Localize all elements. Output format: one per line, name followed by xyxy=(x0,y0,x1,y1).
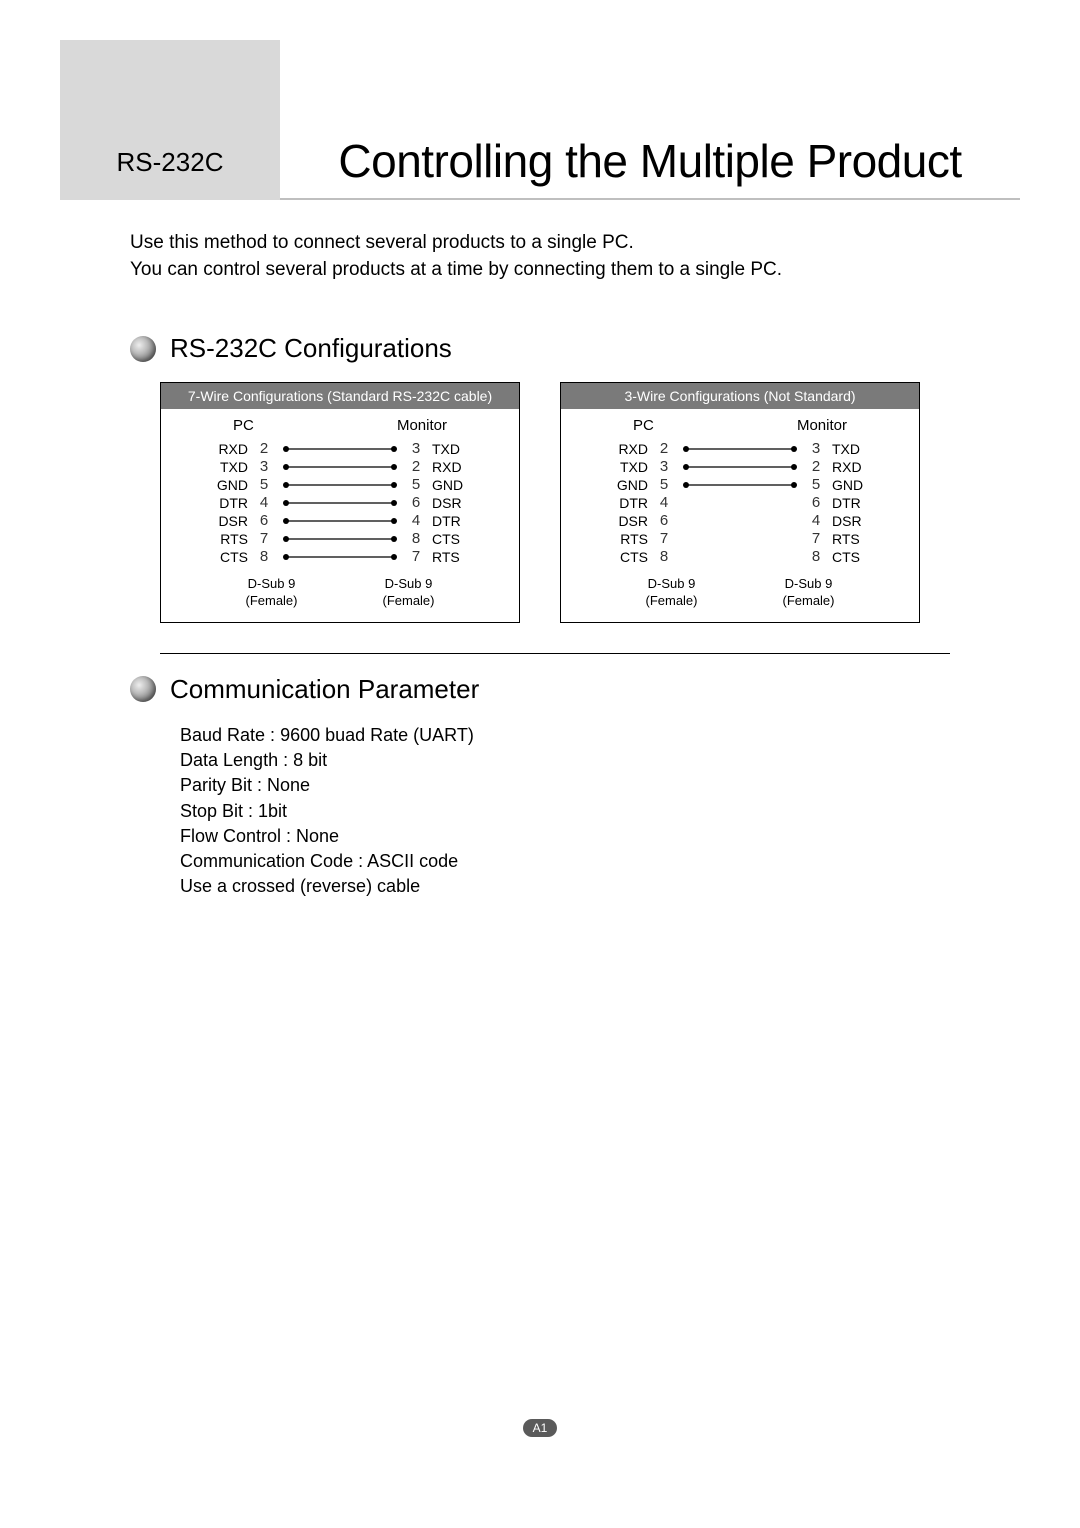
right-signals-7: TXDRXDGNDDSRDTRCTSRTS xyxy=(432,440,472,566)
section-divider xyxy=(160,653,950,654)
bullet-icon xyxy=(130,676,156,702)
page-title: Controlling the Multiple Product xyxy=(338,134,961,188)
conn-left-7: D-Sub 9(Female) xyxy=(245,576,297,610)
conn-left-3: D-Sub 9(Female) xyxy=(645,576,697,610)
col-pc: PC xyxy=(233,417,254,434)
left-pins-7: 2354678 xyxy=(256,440,272,566)
intro-line-2: You can control several products at a ti… xyxy=(130,257,950,284)
pin-diagram-7wire: RXDTXDGNDDTRDSRRTSCTS 2354678 3256487 TX… xyxy=(173,440,507,570)
col-pc-3: PC xyxy=(633,417,654,434)
page-header: RS-232C Controlling the Multiple Product xyxy=(60,40,1020,200)
intro-line-1: Use this method to connect several produ… xyxy=(130,230,950,257)
col-monitor: Monitor xyxy=(397,417,447,434)
header-label: RS-232C xyxy=(117,147,224,178)
config-7wire: 7-Wire Configurations (Standard RS-232C … xyxy=(160,382,520,623)
page-number-text: A1 xyxy=(523,1419,558,1437)
intro-text: Use this method to connect several produ… xyxy=(60,230,1020,313)
section-configurations: RS-232C Configurations xyxy=(60,333,1020,364)
section-title-configs: RS-232C Configurations xyxy=(170,333,452,364)
col-monitor-3: Monitor xyxy=(797,417,847,434)
section-parameters: Communication Parameter xyxy=(60,674,1020,705)
section-title-params: Communication Parameter xyxy=(170,674,479,705)
bullet-icon xyxy=(130,336,156,362)
config-3wire: 3-Wire Configurations (Not Standard) PC … xyxy=(560,382,920,623)
page-number: A1 xyxy=(60,1419,1020,1437)
svg-3wire xyxy=(680,440,800,570)
config-diagrams: 7-Wire Configurations (Standard RS-232C … xyxy=(60,382,1020,623)
left-signals-3: RXDTXDGNDDTRDSRRTSCTS xyxy=(608,440,648,566)
conn-right-7: D-Sub 9(Female) xyxy=(382,576,434,610)
header-label-box: RS-232C xyxy=(60,40,280,200)
svg-7wire xyxy=(280,440,400,570)
pin-diagram-3wire: RXDTXDGNDDTRDSRRTSCTS 2354678 3256478 TX… xyxy=(573,440,907,570)
param-list: Baud Rate : 9600 buad Rate (UART)Data Le… xyxy=(60,723,1020,899)
left-signals-7: RXDTXDGNDDTRDSRRTSCTS xyxy=(208,440,248,566)
right-signals-3: TXDRXDGNDDTRDSRRTSCTS xyxy=(832,440,872,566)
right-pins-3: 3256478 xyxy=(808,440,824,566)
header-title-box: Controlling the Multiple Product xyxy=(280,40,1020,200)
conn-right-3: D-Sub 9(Female) xyxy=(782,576,834,610)
config-7wire-header: 7-Wire Configurations (Standard RS-232C … xyxy=(161,383,519,409)
right-pins-7: 3256487 xyxy=(408,440,424,566)
config-3wire-header: 3-Wire Configurations (Not Standard) xyxy=(561,383,919,409)
left-pins-3: 2354678 xyxy=(656,440,672,566)
